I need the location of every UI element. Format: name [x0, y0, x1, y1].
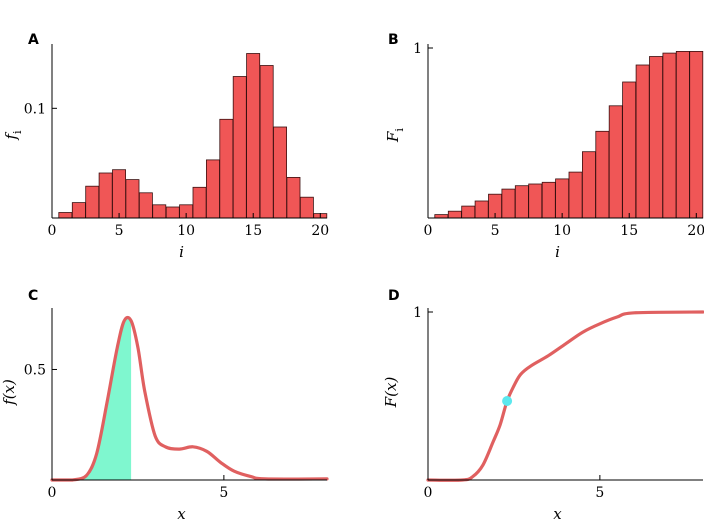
bar [259, 65, 274, 219]
bar [138, 192, 153, 219]
x-tick-label: 15 [244, 223, 262, 239]
bar [568, 171, 583, 219]
y-axis-label-group: F(x) [382, 377, 400, 409]
bar [246, 53, 261, 219]
bar [434, 214, 449, 219]
bar [232, 76, 247, 219]
bar [112, 169, 127, 219]
bar [608, 105, 623, 219]
x-tick-label: 5 [491, 223, 500, 239]
bar [58, 212, 73, 219]
bar [192, 186, 207, 219]
bar [528, 183, 543, 219]
bar [675, 51, 690, 219]
y-axis-label-group: fi [2, 130, 24, 141]
bar [622, 81, 637, 219]
y-axis-label-subscript: i [393, 128, 406, 132]
x-tick-label: 5 [115, 223, 124, 239]
x-axis-label: x [553, 505, 562, 523]
x-tick-label: 5 [595, 485, 604, 501]
bar [152, 204, 167, 219]
panel-label-a: A [28, 32, 39, 48]
y-axis-label: f(x) [0, 379, 18, 406]
bar [98, 172, 113, 219]
x-tick-label: 5 [219, 485, 228, 501]
bar [541, 181, 556, 219]
x-axis-label: x [177, 505, 186, 523]
x-tick-label: 0 [424, 485, 433, 501]
bar [125, 179, 140, 219]
series-line [426, 310, 704, 482]
x-tick-label: 10 [553, 223, 571, 239]
x-tick-label: 10 [177, 223, 195, 239]
bar [635, 64, 650, 219]
bar [501, 188, 516, 219]
y-axis-label: Fi [384, 128, 406, 143]
y-tick-label: 0.5 [24, 362, 46, 378]
y-tick-label: 0.1 [24, 101, 46, 117]
y-axis-label-subscript: i [11, 130, 24, 134]
shaded-area [72, 318, 132, 480]
x-tick-label: 0 [424, 223, 433, 239]
bar [71, 202, 86, 219]
x-axis-label: i [555, 243, 560, 261]
y-tick-label: 1 [413, 305, 422, 321]
y-axis-label: F(x) [382, 377, 400, 409]
bar [555, 178, 570, 219]
panel-label-d: D [388, 288, 400, 304]
y-axis-label-group: f(x) [0, 379, 18, 406]
bar [649, 56, 664, 219]
bar [461, 205, 476, 219]
x-tick-label: 0 [48, 485, 57, 501]
panel-label-c: C [28, 288, 38, 304]
y-axis-label-main: f(x) [0, 379, 18, 406]
y-axis-label-main: F [384, 131, 402, 143]
bar [662, 52, 677, 219]
y-tick-label: 1 [413, 41, 422, 57]
x-axis-label: i [179, 243, 184, 261]
x-tick-label: 0 [48, 223, 57, 239]
bar [85, 185, 100, 219]
bar [474, 200, 489, 219]
bar [514, 185, 529, 219]
bar [595, 130, 610, 219]
bar [689, 51, 704, 219]
bar [273, 126, 288, 219]
series-line [50, 315, 329, 482]
bar [219, 118, 234, 219]
x-tick-label: 20 [687, 223, 704, 239]
bar [286, 176, 301, 219]
bar [582, 151, 596, 219]
y-axis-label-group: Fi [384, 128, 406, 143]
bar [205, 159, 220, 219]
x-tick-label: 15 [620, 223, 638, 239]
bar [447, 210, 462, 219]
y-axis-label: fi [2, 130, 24, 141]
y-axis-label-main: F(x) [382, 377, 400, 409]
panel-label-b: B [388, 32, 399, 48]
bar [165, 206, 180, 219]
marker-point [502, 396, 513, 406]
bar [299, 196, 314, 219]
x-tick-label: 20 [311, 223, 329, 239]
y-axis-label-main: f [2, 132, 20, 141]
